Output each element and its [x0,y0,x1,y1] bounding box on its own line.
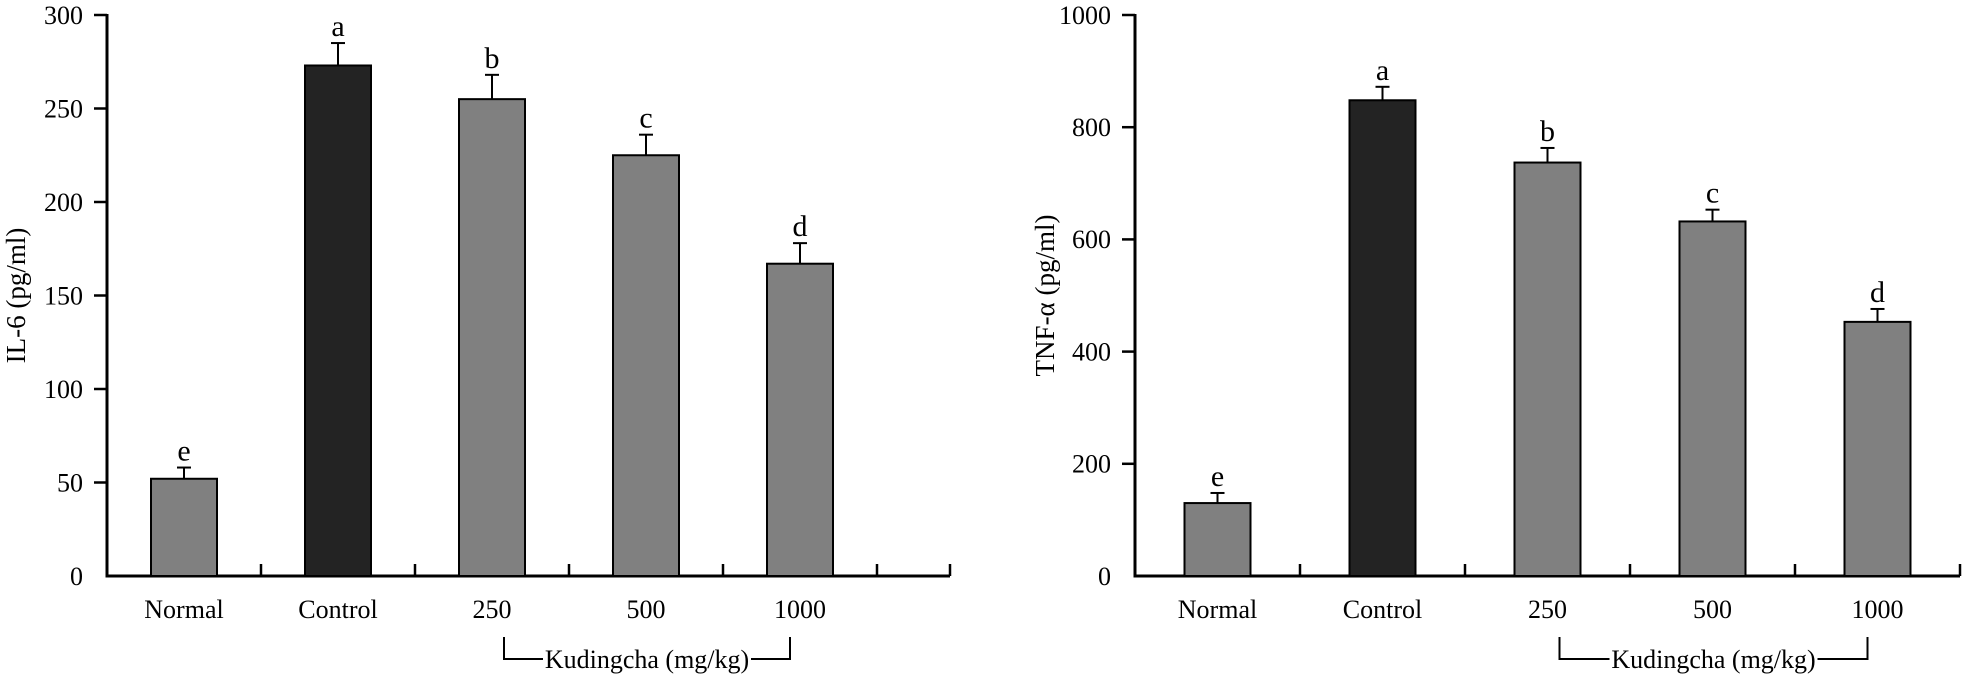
x-tick-label-control: Control [298,595,377,624]
dose-bracket-label: Kudingcha (mg/kg) [545,645,749,674]
y-tick-label-600: 600 [1072,225,1111,254]
y-tick-label-200: 200 [1072,450,1111,479]
dose-bracket-right [751,637,791,660]
x-tick-label-normal: Normal [144,595,223,624]
bar-1000 [1843,320,1912,577]
x-tick-label-normal: Normal [1178,595,1257,624]
y-tick-label-1000: 1000 [1059,1,1111,30]
sig-letter-250: b [1540,115,1555,148]
x-tick-label-250: 250 [1528,595,1567,624]
bar-normal [1183,502,1252,578]
bar-250 [1513,161,1582,577]
dose-bracket-left [503,637,543,660]
x-tick-label-500: 500 [627,595,666,624]
y-tick-label-250: 250 [44,94,83,123]
y-tick-label-50: 50 [57,468,83,497]
y-tick-label-300: 300 [44,1,83,30]
sig-letter-normal: e [1211,460,1224,493]
bar-500 [1678,220,1747,577]
x-tick-label-500: 500 [1693,595,1732,624]
dose-bracket-label: Kudingcha (mg/kg) [1611,645,1815,674]
y-axis-title: IL-6 (pg/ml) [1,228,31,364]
dose-bracket-left [1558,637,1610,660]
x-tick-label-control: Control [1343,595,1422,624]
sig-letter-1000: d [1870,276,1885,309]
y-tick-label-800: 800 [1072,113,1111,142]
y-tick-label-100: 100 [44,375,83,404]
bar-control [1348,99,1417,577]
bar-1000 [766,262,834,577]
sig-letter-control: a [331,10,344,43]
sig-letter-normal: e [177,435,190,468]
sig-letter-1000: d [793,210,808,243]
il6-bar-chart: 0 50 100 150 200 250 300 e Normal a Control b 250 c 50… [1,1,952,674]
x-tick-label-1000: 1000 [1852,595,1904,624]
y-tick-label-0: 0 [1098,562,1111,591]
y-tick-label-0: 0 [70,562,83,591]
sig-letter-500: c [639,102,652,135]
sig-letter-500: c [1706,177,1719,210]
tnfa-bar-chart: 0 200 400 600 800 1000 e Normal a Control b 250 c 500… [1030,1,1962,674]
bar-500 [612,154,680,577]
y-tick-label-200: 200 [44,188,83,217]
bar-normal [150,477,218,578]
y-tick-label-150: 150 [44,281,83,310]
sig-letter-250: b [485,42,500,75]
dose-bracket-right [1817,637,1869,660]
bar-250 [458,98,526,578]
y-axis-title: TNF-α (pg/ml) [1030,215,1060,377]
x-tick-label-1000: 1000 [774,595,826,624]
sig-letter-control: a [1376,54,1389,87]
y-tick-label-400: 400 [1072,337,1111,366]
x-tick-label-250: 250 [473,595,512,624]
bar-control [304,64,372,578]
